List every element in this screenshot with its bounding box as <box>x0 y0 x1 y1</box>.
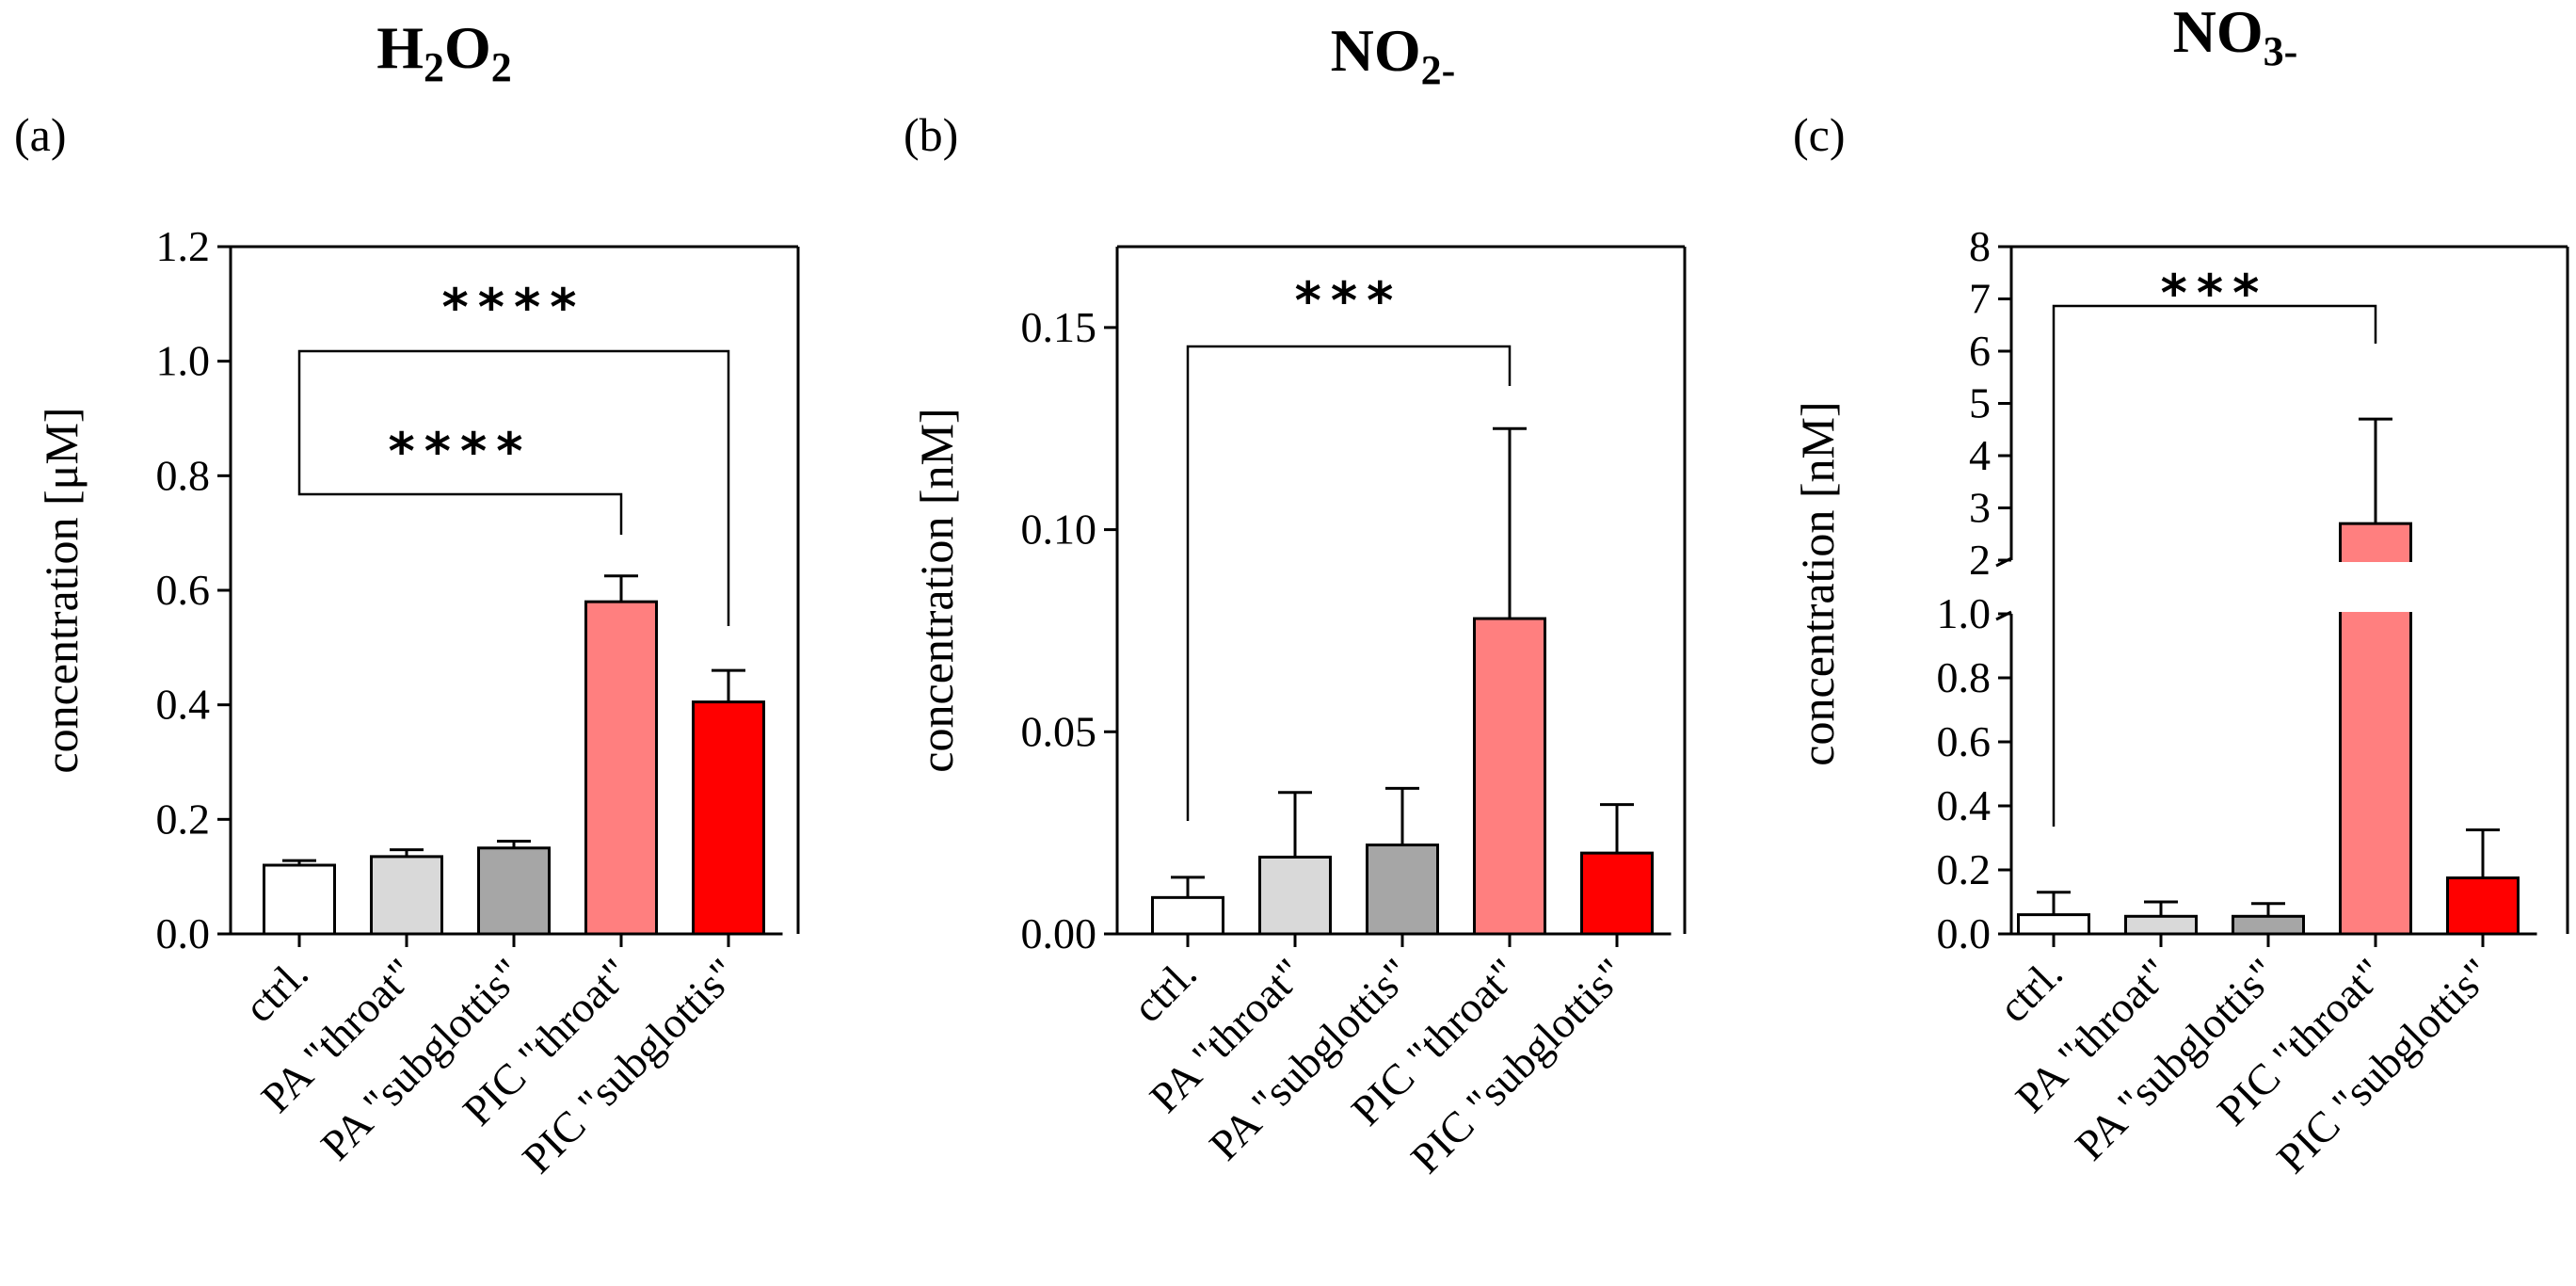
panel-a-label: (a) <box>14 108 67 161</box>
y-tick-label: 2 <box>1969 536 1991 584</box>
y-tick-label: 1.0 <box>156 337 211 385</box>
bar <box>370 855 443 936</box>
significance-label: *** <box>2161 264 2269 323</box>
significance-bracket <box>297 349 730 626</box>
x-tick-label: ctrl. <box>1124 949 1207 1032</box>
y-tick-label: 0.05 <box>1021 707 1097 755</box>
y-axis-label: concentration [nM] <box>1791 401 1844 765</box>
y-tick-label: 0.10 <box>1021 506 1097 554</box>
bar <box>2232 914 2305 936</box>
y-tick-label: 1.2 <box>156 222 211 270</box>
y-tick-label: 0.6 <box>156 566 211 614</box>
y-tick-label: 6 <box>1969 327 1991 375</box>
bar <box>1258 855 1332 936</box>
significance-label: **** <box>442 278 586 337</box>
y-tick-label: 5 <box>1969 379 1991 427</box>
y-tick-label: 0.0 <box>156 909 211 957</box>
panel-c-title: NO3- <box>2173 0 2298 74</box>
significance-bracket <box>2052 304 2377 827</box>
panel-c-label: (c) <box>1793 108 1846 161</box>
significance-label: *** <box>1295 271 1403 330</box>
panel-a-title: H2O2 <box>376 14 512 90</box>
bar <box>1473 617 1546 936</box>
y-axis-label: concentration [nM] <box>910 408 963 772</box>
y-tick-label: 8 <box>1969 222 1991 270</box>
significance-bracket <box>1186 345 1512 821</box>
y-tick-label: 0.8 <box>1937 653 1992 701</box>
y-tick-label: 0.4 <box>156 681 211 729</box>
panel-b-label: (b) <box>904 108 958 161</box>
bar <box>1580 851 1654 936</box>
significance-bracket <box>297 450 623 535</box>
y-tick-label: 0.15 <box>1021 303 1097 351</box>
y-tick-label: 4 <box>1969 431 1991 479</box>
bar <box>2124 914 2198 936</box>
bar <box>584 600 658 936</box>
bar <box>1366 844 1439 936</box>
y-tick-label: 0.2 <box>156 795 211 843</box>
bar <box>477 846 551 936</box>
y-tick-label: 1.0 <box>1937 589 1992 637</box>
bar <box>1151 895 1224 936</box>
panel-b-title: NO2- <box>1331 17 1456 93</box>
y-tick-label: 7 <box>1969 275 1991 323</box>
significance-label: **** <box>389 422 533 481</box>
bar <box>2446 876 2520 936</box>
y-tick-label: 0.6 <box>1937 717 1992 765</box>
y-tick-label: 3 <box>1969 484 1991 532</box>
axis-break-gap <box>2336 562 2415 612</box>
x-tick-label: ctrl. <box>235 949 318 1032</box>
bar <box>692 700 765 936</box>
bar <box>263 863 336 936</box>
y-tick-label: 0.0 <box>1937 909 1992 957</box>
y-tick-label: 0.00 <box>1021 909 1097 957</box>
bar <box>2017 913 2090 936</box>
y-axis-label: concentration [μM] <box>35 407 88 773</box>
y-tick-label: 0.8 <box>156 451 211 499</box>
y-tick-label: 0.2 <box>1937 845 1992 893</box>
x-tick-label: ctrl. <box>1990 949 2072 1032</box>
y-tick-label: 0.4 <box>1937 781 1992 829</box>
